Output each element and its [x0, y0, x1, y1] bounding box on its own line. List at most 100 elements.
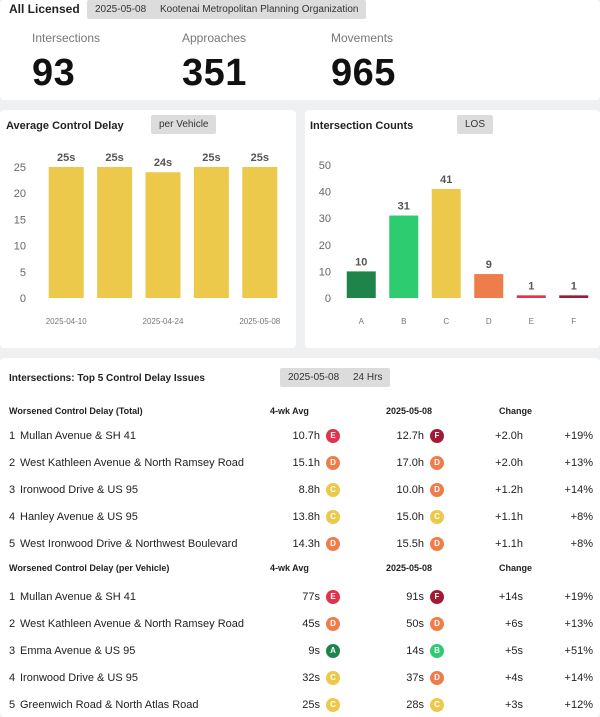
change-percent: +12%	[564, 699, 593, 711]
avg-value: 14.3h	[292, 538, 320, 550]
bar-value-label: 1	[571, 280, 577, 292]
change-percent: +13%	[564, 618, 593, 630]
current-value: 10.0h	[396, 484, 424, 496]
intersection-name[interactable]: Mullan Avenue & SH 41	[20, 591, 136, 603]
kpi-intersections-label: Intersections	[32, 31, 101, 45]
los-badge: D	[430, 617, 444, 631]
intersection-name[interactable]: West Kathleen Avenue & North Ramsey Road	[20, 618, 244, 630]
organization-chip[interactable]: Kootenai Metropolitan Planning Organizat…	[152, 0, 367, 19]
los-badge: C	[326, 483, 340, 497]
los-badge: D	[326, 537, 340, 551]
intersection-name[interactable]: Ironwood Drive & US 95	[20, 672, 138, 684]
los-bar-e[interactable]	[516, 295, 546, 298]
delay-bar[interactable]	[97, 167, 133, 298]
row-rank: 5	[9, 538, 16, 550]
row-rank: 4	[9, 672, 16, 684]
change-percent: +13%	[564, 457, 593, 469]
bar-value-label: 25s	[251, 152, 269, 164]
kpi-approaches-value: 351	[182, 52, 247, 94]
intersection-name[interactable]: Hanley Avenue & US 95	[20, 511, 138, 523]
los-badge: B	[430, 644, 444, 658]
issues-period-chip[interactable]: 24 Hrs	[345, 368, 391, 387]
los-badge: C	[326, 698, 340, 712]
row-rank: 1	[9, 591, 16, 603]
change-percent: +14%	[564, 672, 593, 684]
row-rank: 1	[9, 430, 16, 442]
current-value: 14s	[406, 645, 424, 657]
y-tick-label: 10	[319, 266, 331, 278]
intersection-name[interactable]: West Kathleen Avenue & North Ramsey Road	[20, 457, 244, 469]
avg-column-header: 4-wk Avg	[270, 563, 309, 573]
y-tick-label: 30	[319, 213, 331, 225]
los-badge: D	[430, 456, 444, 470]
page-title: All Licensed	[9, 2, 80, 16]
table-row[interactable]: 2 West Kathleen Avenue & North Ramsey Roa…	[9, 453, 595, 473]
table-row[interactable]: 5 Greenwich Road & North Atlas Road 25s C 28…	[9, 695, 595, 715]
row-rank: 3	[9, 484, 16, 496]
avg-value: 15.1h	[292, 457, 320, 469]
summary-panel: All Licensed 2025-05-08 Kootenai Metropo…	[0, 0, 600, 100]
intersection-name[interactable]: Ironwood Drive & US 95	[20, 484, 138, 496]
x-tick-label: C	[443, 317, 449, 326]
per-vehicle-chip[interactable]: per Vehicle	[151, 115, 217, 134]
current-value: 28s	[406, 699, 424, 711]
los-badge: C	[430, 698, 444, 712]
los-bar-d[interactable]	[474, 274, 504, 298]
y-tick-label: 40	[319, 187, 331, 199]
issues-date-chip[interactable]: 2025-05-08	[280, 368, 348, 387]
row-rank: 5	[9, 699, 16, 711]
los-badge: D	[326, 617, 340, 631]
change-value: +5s	[504, 645, 523, 657]
bar-value-label: 25s	[57, 152, 75, 164]
avg-value: 8.8h	[298, 484, 320, 496]
los-badge: C	[430, 510, 444, 524]
date-chip[interactable]: 2025-05-08	[87, 0, 155, 19]
change-value: +4s	[504, 672, 523, 684]
change-percent: +19%	[564, 591, 593, 603]
avg-value: 45s	[302, 618, 320, 630]
los-bar-b[interactable]	[389, 215, 419, 298]
bar-value-label: 9	[486, 259, 492, 271]
delay-bar[interactable]	[48, 167, 84, 298]
intersection-name[interactable]: West Ironwood Drive & Northwest Boulevar…	[20, 538, 238, 550]
x-tick-label: A	[359, 317, 365, 326]
table-row[interactable]: 1 Mullan Avenue & SH 41 77s E 91s F +14s +19%	[9, 587, 595, 607]
date-column-header: 2025-05-08	[386, 406, 433, 416]
intersection-name[interactable]: Emma Avenue & US 95	[20, 645, 136, 657]
row-rank: 3	[9, 645, 16, 657]
table-row[interactable]: 3 Ironwood Drive & US 95 8.8h C 10.0h D +1.2h +…	[9, 480, 595, 500]
los-bar-a[interactable]	[346, 271, 376, 298]
change-percent: +19%	[564, 430, 593, 442]
avg-value: 9s	[308, 645, 320, 657]
table-row[interactable]: 1 Mullan Avenue & SH 41 10.7h E 12.7h F +2.0h +…	[9, 426, 595, 446]
intersection-name[interactable]: Greenwich Road & North Atlas Road	[20, 699, 199, 711]
los-badge: D	[430, 671, 444, 685]
bar-value-label: 41	[440, 174, 452, 186]
delay-bar[interactable]	[145, 172, 181, 298]
delay-bar-chart: 0 5 10 15 20 25 25s 2025-04-10 25s 24s 2025-04-24 2…	[14, 152, 281, 326]
los-bar-f[interactable]	[559, 295, 589, 298]
delay-bar[interactable]	[242, 167, 278, 298]
kpi-approaches-label: Approaches	[182, 31, 247, 45]
table-row[interactable]: 2 West Kathleen Avenue & North Ramsey Roa…	[9, 614, 595, 634]
los-chip[interactable]: LOS	[457, 115, 494, 134]
delay-bar[interactable]	[193, 167, 229, 298]
avg-value: 10.7h	[292, 430, 320, 442]
los-bar-c[interactable]	[431, 188, 461, 298]
current-value: 12.7h	[396, 430, 424, 442]
x-tick-label: D	[486, 317, 492, 326]
table-row[interactable]: 4 Hanley Avenue & US 95 13.8h C 15.0h C +1.1h +…	[9, 507, 595, 527]
y-tick-label: 0	[20, 293, 26, 305]
bar-value-label: 25s	[202, 152, 220, 164]
table-row[interactable]: 5 West Ironwood Drive & Northwest Bouleva…	[9, 534, 595, 554]
change-value: +14s	[498, 591, 523, 603]
row-rank: 4	[9, 511, 16, 523]
change-percent: +14%	[564, 484, 593, 496]
table-row[interactable]: 3 Emma Avenue & US 95 9s A 14s B +5s +51%	[9, 641, 595, 661]
intersection-name[interactable]: Mullan Avenue & SH 41	[20, 430, 136, 442]
bar-value-label: 25s	[105, 152, 123, 164]
table-row[interactable]: 4 Ironwood Drive & US 95 32s C 37s D +4s +14%	[9, 668, 595, 688]
avg-value: 32s	[302, 672, 320, 684]
section-title: Worsened Control Delay (per Vehicle)	[9, 563, 170, 573]
current-value: 15.0h	[396, 511, 424, 523]
